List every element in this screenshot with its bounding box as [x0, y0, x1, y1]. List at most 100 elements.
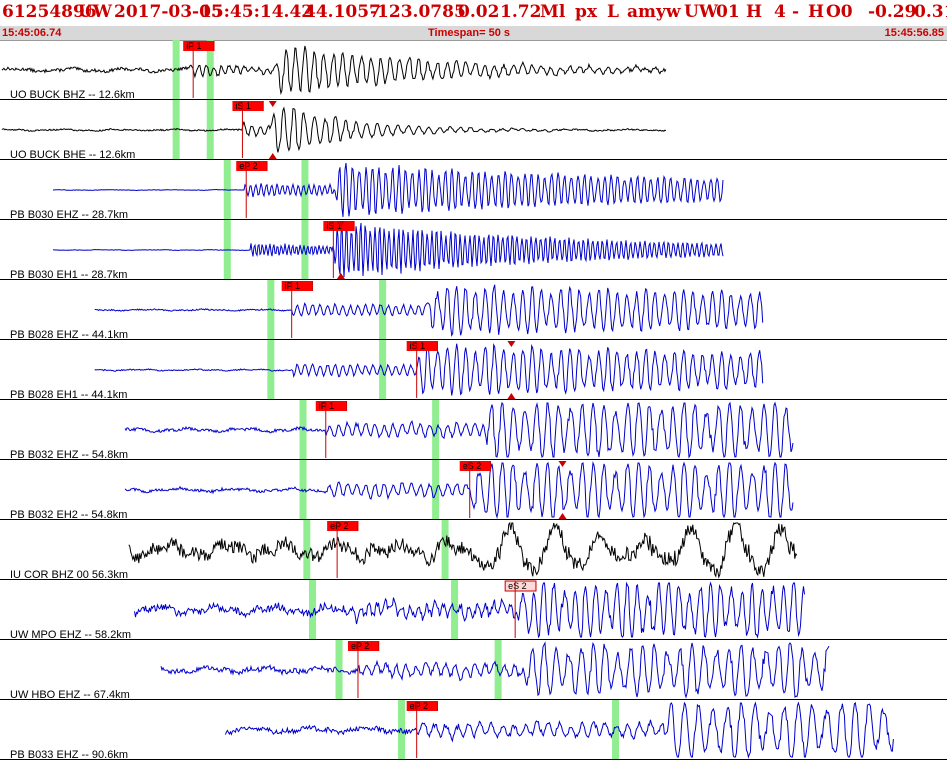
theoretical-arrival-marker — [335, 640, 343, 700]
theoretical-arrival-marker — [432, 400, 440, 460]
waveform-trace — [224, 701, 894, 759]
waveform-trace — [1, 45, 667, 96]
amplitude-marker-up-icon — [336, 273, 345, 279]
trace-row[interactable]: iP 1 PB B028 EHZ -- 44.1km — [0, 280, 947, 341]
pick-flag[interactable] — [232, 101, 264, 111]
waveform-trace — [124, 401, 794, 459]
pick-label: eP 2 — [351, 641, 369, 651]
version: 01 — [716, 2, 740, 22]
trace-row[interactable]: iS 1 PB B028 EH1 -- 44.1km — [0, 340, 947, 401]
pick-label: iS 1 — [235, 101, 251, 111]
pick-flag[interactable] — [406, 701, 438, 711]
quality: H — [746, 2, 763, 22]
pick-label: eS 2 — [508, 581, 527, 591]
theoretical-arrival-marker — [612, 700, 620, 760]
pick-flag[interactable] — [236, 161, 268, 171]
pick-flag[interactable] — [327, 521, 358, 531]
value-2: 0.31 — [914, 2, 947, 22]
longitude: -123.0785 — [370, 2, 466, 22]
source: UW — [684, 2, 718, 22]
flag: H — [808, 2, 825, 22]
pick-label: eP 2 — [239, 161, 257, 171]
pick-label: eP 2 — [330, 521, 348, 531]
waveform-trace — [94, 284, 764, 337]
theoretical-arrival-marker — [432, 460, 440, 520]
pick-flag[interactable] — [406, 341, 438, 351]
waveform-trace — [52, 222, 724, 278]
channel-label: UO BUCK BHE -- 12.6km — [10, 149, 135, 161]
channel-label: PB B028 EHZ -- 44.1km — [10, 329, 128, 341]
header-bar: 61254896 UW 2017-03-05 15:45:14.42 44.10… — [0, 0, 947, 41]
depth: 0.02 — [458, 2, 500, 22]
waveform-trace — [160, 641, 830, 699]
trace-row[interactable]: eP 2 UW HBO EHZ -- 67.4km — [0, 640, 947, 701]
trace-row[interactable]: eP 2 PB B033 EHZ -- 90.6km — [0, 700, 947, 760]
pick-label: eS 2 — [463, 461, 482, 471]
event-id: 61254896 — [2, 2, 97, 22]
phase-count: 4 — [774, 2, 786, 22]
pick-label: iP 1 — [186, 41, 201, 51]
value-1: -0.29 — [868, 2, 917, 22]
amplitude-marker-down-icon — [336, 221, 345, 227]
trace-row[interactable]: iS 1 PB B030 EH1 -- 28.7km — [0, 220, 947, 281]
trace-row[interactable]: eP 2 PB B030 EHZ -- 28.7km — [0, 160, 947, 221]
pick-flag[interactable] — [323, 221, 355, 231]
pick-label: eP 2 — [410, 701, 428, 711]
waveform-trace — [94, 343, 764, 396]
pick-flag[interactable] — [347, 641, 379, 651]
theoretical-arrival-marker — [299, 460, 307, 520]
trace-row[interactable]: iP 1 PB B032 EHZ -- 54.8km — [0, 400, 947, 461]
amplitude-marker-up-icon — [268, 153, 277, 159]
waveform-trace — [1, 106, 667, 153]
waveform-trace — [124, 461, 794, 519]
end-time: 15:45:56.85 — [884, 27, 944, 39]
amplitude-marker-up-icon — [507, 393, 516, 399]
timespan-label: Timespan= 50 s — [428, 27, 511, 39]
pick-label: iP 1 — [285, 281, 300, 291]
theoretical-arrival-marker — [441, 520, 449, 580]
pick-label: iS 1 — [410, 341, 426, 351]
channel-label: IU COR BHZ 00 56.3km — [10, 569, 128, 581]
trace-row[interactable]: iP 1 UO BUCK BHZ -- 12.6km — [0, 40, 947, 101]
theoretical-arrival-marker — [309, 580, 317, 640]
trace-row[interactable]: eP 2 IU COR BHZ 00 56.3km — [0, 520, 947, 581]
theoretical-arrival-marker — [267, 280, 275, 340]
pick-flag[interactable] — [183, 41, 214, 51]
timespan-bar: 15:45:06.74 Timespan= 50 s 15:45:56.85 — [0, 26, 947, 41]
amplitude-marker-down-icon — [268, 101, 277, 107]
waveform-trace — [52, 162, 724, 217]
origin-code: O0 — [826, 2, 853, 22]
latitude: 44.1057 — [304, 2, 381, 22]
event-date: 2017-03-05 — [114, 2, 223, 22]
theoretical-arrival-marker — [206, 40, 214, 100]
trace-row[interactable]: eS 2 UW MPO EHZ -- 58.2km — [0, 580, 947, 641]
trace-row[interactable]: iS 1 UO BUCK BHE -- 12.6km — [0, 100, 947, 161]
pick-flag[interactable] — [315, 401, 347, 411]
event-time: 15:45:14.42 — [200, 2, 314, 22]
channel-label: UW MPO EHZ -- 58.2km — [10, 629, 131, 641]
waveform-trace — [134, 581, 805, 639]
magnitude: 1.72 — [500, 2, 542, 22]
channel-label: PB B028 EH1 -- 44.1km — [10, 389, 127, 401]
trace-row[interactable]: eS 2 PB B032 EH2 -- 54.8km — [0, 460, 947, 521]
channel-label: PB B030 EH1 -- 28.7km — [10, 269, 127, 281]
magnitude-type: Ml — [540, 2, 566, 22]
pick-label: iP 1 — [319, 401, 334, 411]
channel-label: PB B032 EH2 -- 54.8km — [10, 509, 127, 521]
pick-label: iS 1 — [326, 221, 342, 231]
waveform-trace — [128, 521, 798, 579]
theoretical-arrival-marker — [267, 340, 275, 400]
amplitude-marker-down-icon — [507, 341, 516, 347]
pick-flag[interactable] — [281, 281, 313, 291]
start-time: 15:45:06.74 — [2, 27, 62, 39]
event-type: px — [575, 2, 598, 22]
theoretical-arrival-marker — [172, 40, 180, 100]
dash: - — [792, 2, 800, 22]
seismogram-panel[interactable]: iP 1 UO BUCK BHZ -- 12.6km iS 1 UO BUCK BHE… — [0, 40, 947, 760]
theoretical-arrival-marker — [303, 520, 311, 580]
author: amyw — [627, 2, 681, 22]
geo-type: L — [607, 2, 619, 22]
channel-label: UW HBO EHZ -- 67.4km — [10, 689, 130, 701]
event-summary-line: 61254896 UW 2017-03-05 15:45:14.42 44.10… — [0, 0, 947, 26]
pick-flag[interactable] — [459, 461, 491, 471]
